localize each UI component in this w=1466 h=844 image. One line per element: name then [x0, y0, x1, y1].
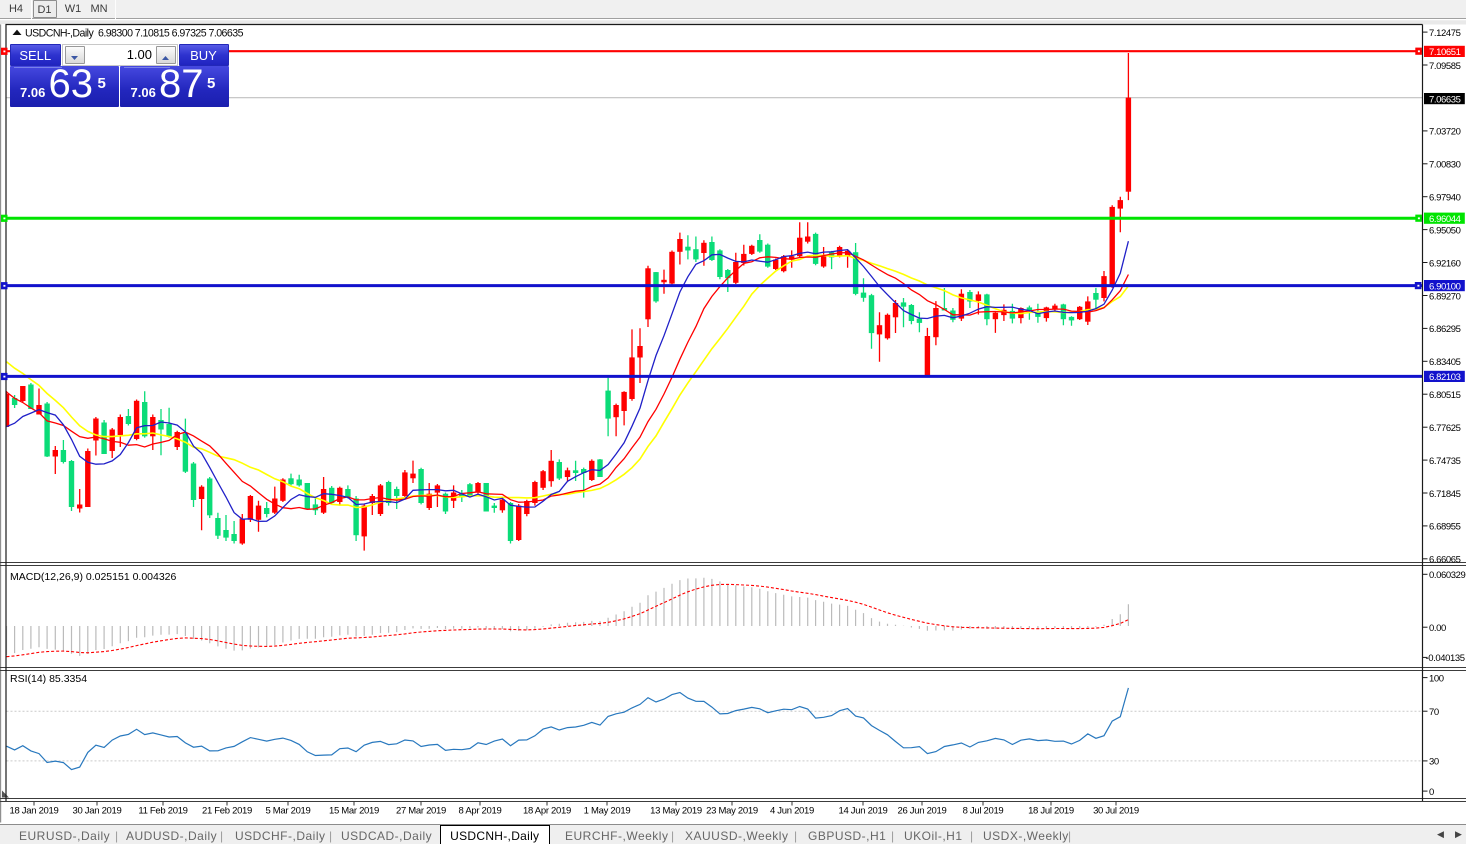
svg-text:14 Jun 2019: 14 Jun 2019	[839, 806, 888, 817]
svg-text:5 Mar 2019: 5 Mar 2019	[265, 806, 310, 817]
svg-text:MACD(12,26,9) 0.025151 0.00432: MACD(12,26,9) 0.025151 0.004326	[10, 571, 177, 583]
svg-text:21 Feb 2019: 21 Feb 2019	[202, 806, 252, 817]
svg-text:18 Apr 2019: 18 Apr 2019	[523, 806, 571, 817]
svg-text:15 Mar 2019: 15 Mar 2019	[329, 806, 379, 817]
svg-text:0.060329: 0.060329	[1429, 570, 1466, 581]
svg-text:6.95050: 6.95050	[1429, 225, 1461, 236]
svg-text:6.86295: 6.86295	[1429, 324, 1461, 335]
svg-text:18 Jan 2019: 18 Jan 2019	[10, 806, 59, 817]
svg-text:30 Jan 2019: 30 Jan 2019	[73, 806, 122, 817]
svg-text:27 Mar 2019: 27 Mar 2019	[396, 806, 446, 817]
svg-text:0.00: 0.00	[1429, 623, 1446, 634]
svg-text:6.74735: 6.74735	[1429, 456, 1461, 467]
svg-text:4 Jun 2019: 4 Jun 2019	[770, 806, 814, 817]
svg-text:6.68955: 6.68955	[1429, 522, 1461, 533]
svg-text:7.12475: 7.12475	[1429, 28, 1461, 39]
svg-text:7.00830: 7.00830	[1429, 160, 1461, 171]
svg-text:1 May 2019: 1 May 2019	[584, 806, 631, 817]
svg-text:6.89270: 6.89270	[1429, 291, 1461, 302]
svg-text:8 Jul 2019: 8 Jul 2019	[963, 806, 1004, 817]
svg-text:30: 30	[1429, 757, 1439, 768]
svg-text:6.80515: 6.80515	[1429, 390, 1461, 401]
svg-text:7.09585: 7.09585	[1429, 61, 1461, 72]
svg-text:USDCNH-,Daily 6.98300 7.10815: USDCNH-,Daily 6.98300 7.10815 6.97325 7.…	[25, 27, 244, 39]
svg-text:8 Apr 2019: 8 Apr 2019	[459, 806, 502, 817]
svg-text:18 Jul 2019: 18 Jul 2019	[1028, 806, 1074, 817]
svg-text:6.82103: 6.82103	[1429, 372, 1461, 383]
svg-text:30 Jul 2019: 30 Jul 2019	[1093, 806, 1139, 817]
svg-text:6.77625: 6.77625	[1429, 423, 1461, 434]
svg-text:7.10651: 7.10651	[1429, 47, 1461, 58]
svg-text:6.97940: 6.97940	[1429, 193, 1461, 204]
svg-text:13 May 2019: 13 May 2019	[650, 806, 702, 817]
svg-text:6.90100: 6.90100	[1429, 281, 1461, 292]
svg-text:23 May 2019: 23 May 2019	[706, 806, 758, 817]
svg-text:7.06635: 7.06635	[1429, 94, 1461, 105]
svg-text:6.66065: 6.66065	[1429, 555, 1461, 566]
svg-text:26 Jun 2019: 26 Jun 2019	[898, 806, 947, 817]
svg-text:7.03720: 7.03720	[1429, 127, 1461, 138]
svg-text:6.92160: 6.92160	[1429, 258, 1461, 269]
svg-text:70: 70	[1429, 707, 1439, 718]
svg-text:11 Feb 2019: 11 Feb 2019	[138, 806, 187, 817]
svg-text:6.83405: 6.83405	[1429, 357, 1461, 368]
svg-text:6.71845: 6.71845	[1429, 489, 1461, 500]
svg-text:6.96044: 6.96044	[1429, 214, 1461, 225]
svg-text:RSI(14) 85.3354: RSI(14) 85.3354	[10, 673, 87, 685]
svg-text:-0.040135: -0.040135	[1426, 653, 1465, 664]
svg-text:0: 0	[1429, 787, 1434, 798]
svg-text:100: 100	[1429, 673, 1444, 684]
